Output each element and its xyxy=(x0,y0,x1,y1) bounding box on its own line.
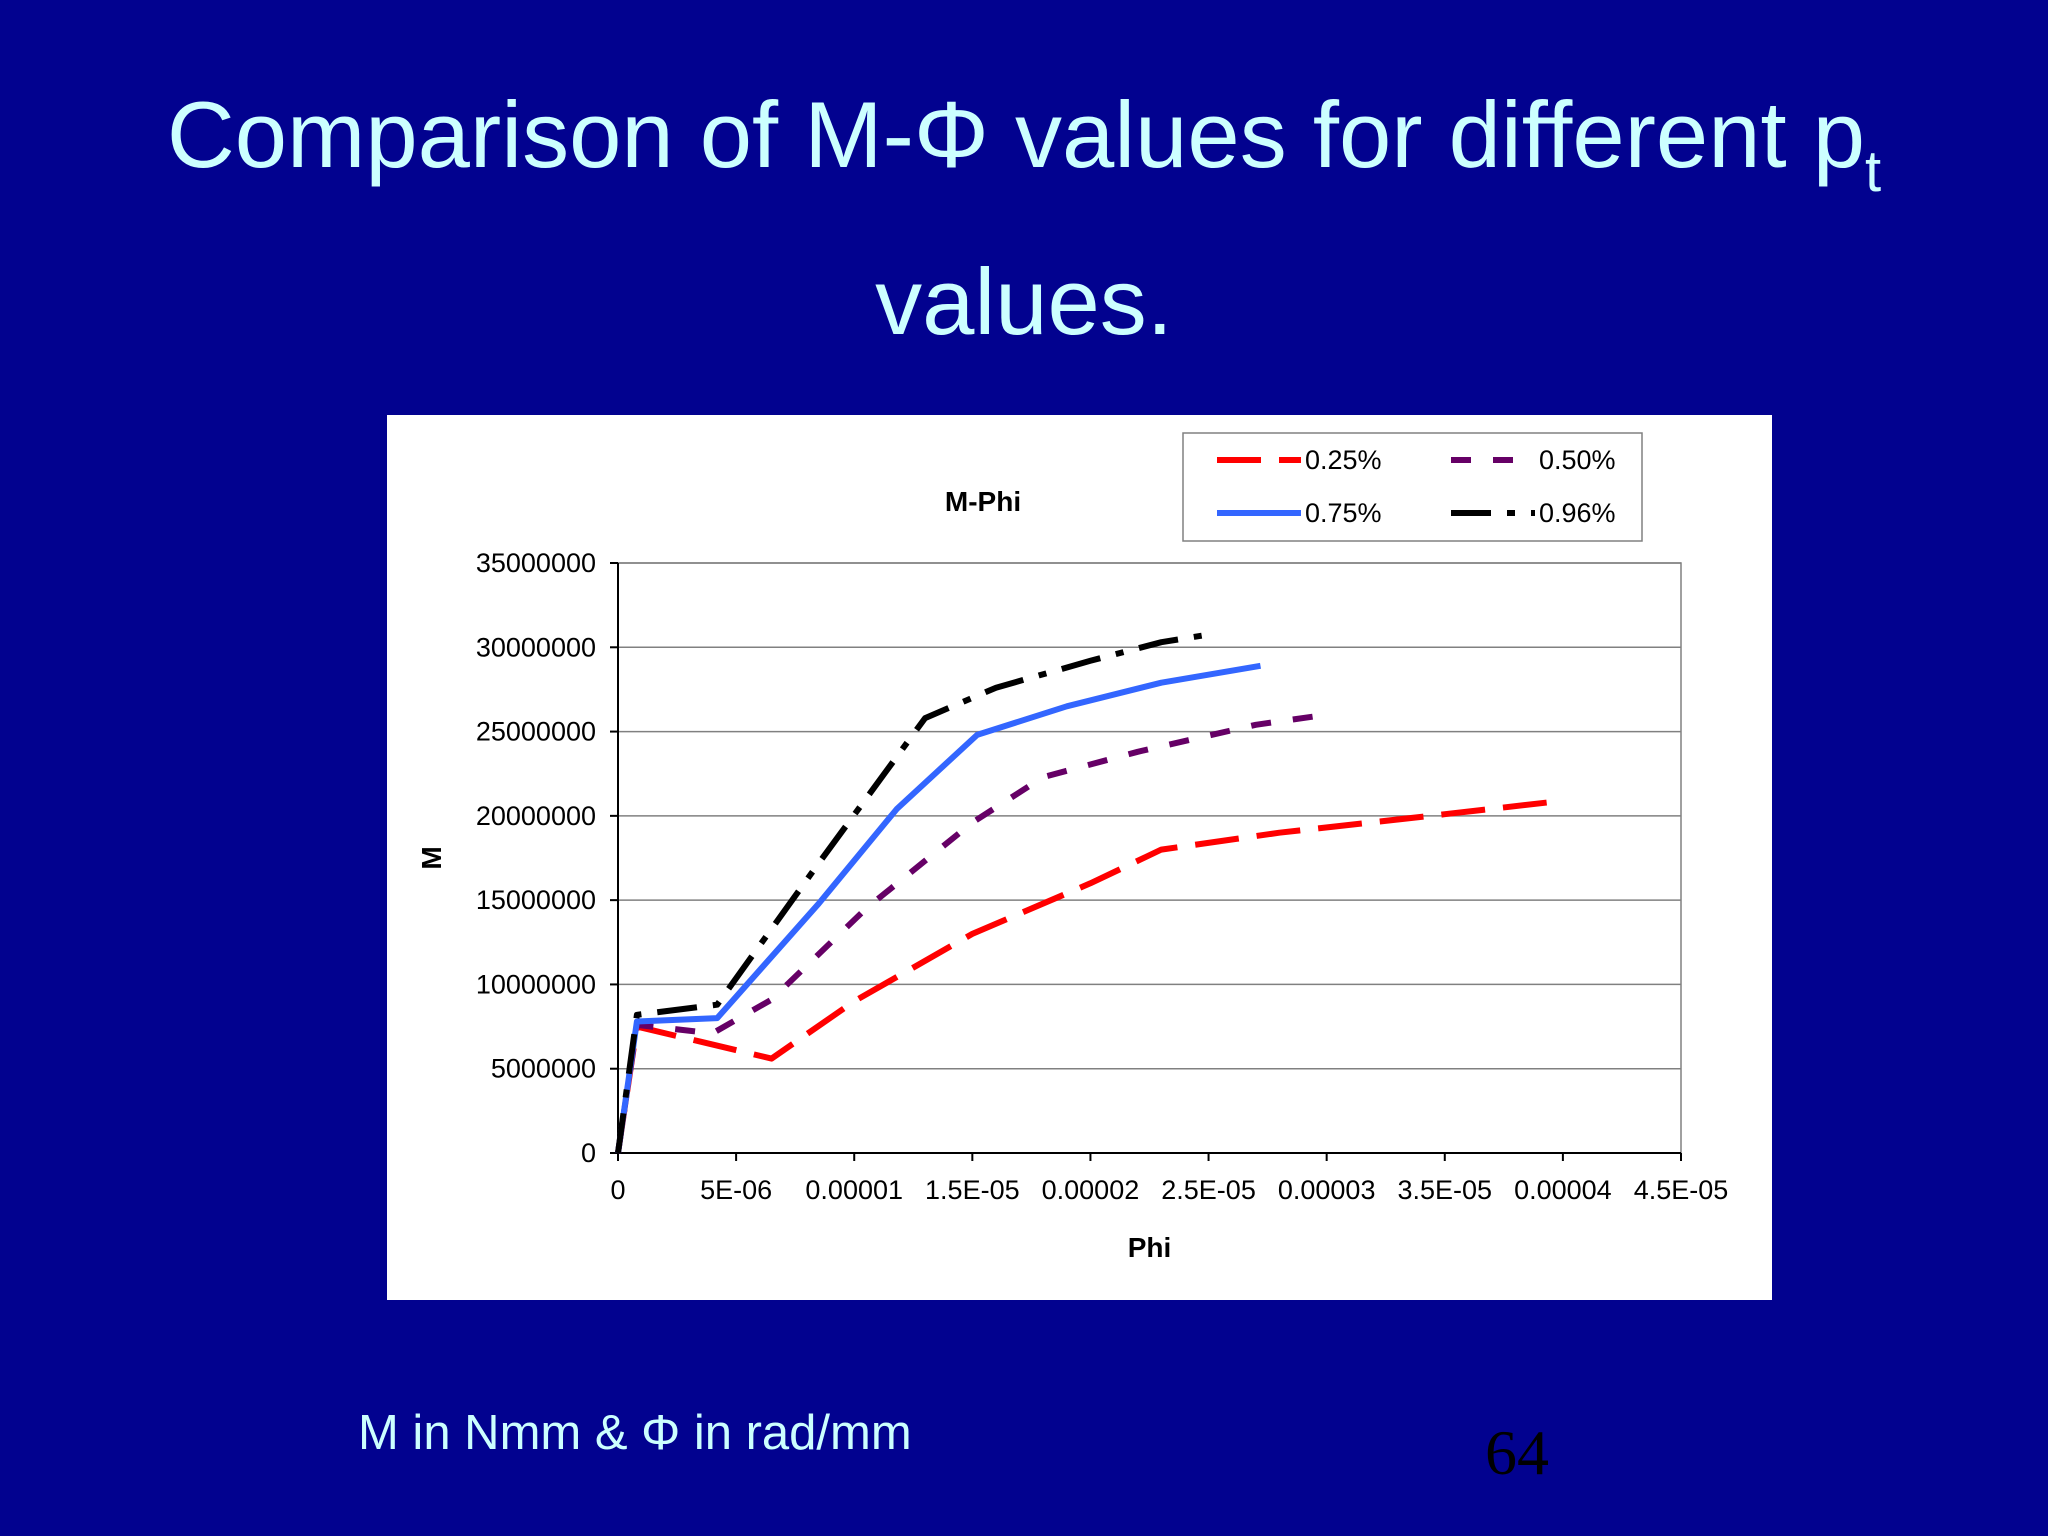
chart-title: M-Phi xyxy=(945,486,1021,517)
slide-title-line-2: values. xyxy=(875,249,1173,354)
x-tick-label: 2.5E-05 xyxy=(1161,1175,1256,1205)
x-tick-label: 5E-06 xyxy=(700,1175,772,1205)
slide-title-line-1: Comparison of M-Φ values for different p… xyxy=(80,70,1968,237)
legend-label-4: 0.96% xyxy=(1539,498,1616,528)
y-tick-label: 25000000 xyxy=(476,717,596,747)
y-tick-label: 20000000 xyxy=(476,801,596,831)
x-tick-label: 0.00004 xyxy=(1514,1175,1612,1205)
chart-legend: 0.25% 0.50% 0.75% 0.96% xyxy=(1182,432,1643,542)
x-tick-label: 0.00001 xyxy=(805,1175,903,1205)
m-phi-chart: 0 5000000 10000000 15000000 20000000 25000000… xyxy=(416,432,1728,1263)
y-tick-label: 15000000 xyxy=(476,885,596,915)
y-tick-label: 35000000 xyxy=(476,548,596,578)
series-line-2 xyxy=(615,711,1328,1154)
chart-axes: 0 5000000 10000000 15000000 20000000 25000000… xyxy=(476,548,1728,1205)
chart-panel: 0 5000000 10000000 15000000 20000000 25000000… xyxy=(387,415,1772,1300)
slide-title-main: Comparison of M-Φ values for different p xyxy=(166,82,1865,187)
x-tick-label: 1.5E-05 xyxy=(925,1175,1020,1205)
x-tick-label: 4.5E-05 xyxy=(1634,1175,1729,1205)
y-tick-label: 5000000 xyxy=(491,1054,596,1084)
chart-gridlines xyxy=(618,562,1681,1070)
x-axis-label: Phi xyxy=(1128,1232,1172,1263)
legend-label-2: 0.50% xyxy=(1539,445,1616,475)
series-line-3 xyxy=(615,662,1262,1154)
units-footnote: M in Nmm & Φ in rad/mm xyxy=(358,1406,912,1460)
legend-label-1: 0.25% xyxy=(1305,445,1382,475)
x-tick-label: 0.00002 xyxy=(1042,1175,1140,1205)
slide-title: Comparison of M-Φ values for different p… xyxy=(80,70,1968,367)
slide-title-subscript: t xyxy=(1864,139,1882,204)
x-tick-label: 0 xyxy=(610,1175,625,1205)
y-tick-label: 0 xyxy=(581,1138,596,1168)
legend-box xyxy=(1182,432,1643,542)
series-line-1 xyxy=(615,797,1564,1154)
slide-number: 64 xyxy=(1485,1417,1549,1488)
y-tick-label: 30000000 xyxy=(476,632,596,662)
y-axis-label: M xyxy=(416,846,447,869)
legend-label-3: 0.75% xyxy=(1305,498,1382,528)
series-line-4 xyxy=(615,630,1214,1154)
x-tick-label: 3.5E-05 xyxy=(1397,1175,1492,1205)
chart-series xyxy=(615,630,1564,1154)
x-tick-label: 0.00003 xyxy=(1278,1175,1376,1205)
y-tick-label: 10000000 xyxy=(476,969,596,999)
